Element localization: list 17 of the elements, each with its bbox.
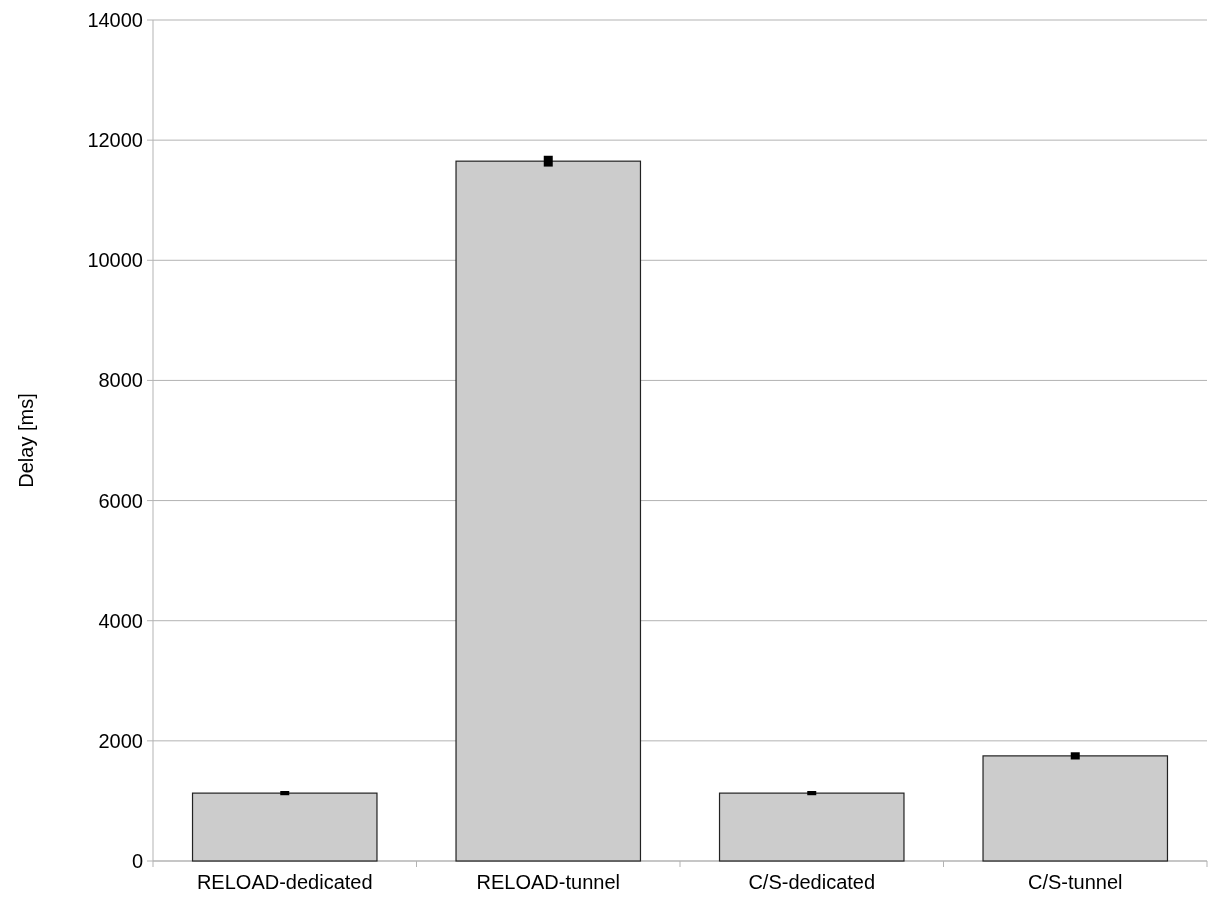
- y-axis-title: Delay [ms]: [15, 393, 37, 488]
- y-tick-label: 14000: [87, 9, 143, 31]
- bar: [455, 160, 642, 862]
- y-tick-label: 10000: [87, 249, 143, 272]
- bar: [718, 792, 905, 862]
- y-tick-label: 6000: [98, 489, 143, 512]
- y-tick-label: 2000: [98, 729, 143, 752]
- bar: [191, 792, 378, 862]
- y-tick-label: 8000: [98, 369, 143, 392]
- y-tick-label: 0: [131, 850, 143, 872]
- y-tick-label: 12000: [87, 129, 143, 152]
- x-tick-label: RELOAD-dedicated: [196, 871, 373, 893]
- x-tick-label: C/S-tunnel: [1028, 871, 1123, 893]
- x-tick-label: C/S-dedicated: [748, 871, 876, 893]
- x-tick-label: RELOAD-tunnel: [476, 871, 620, 893]
- y-tick-label: 4000: [98, 609, 143, 632]
- bar: [982, 755, 1169, 862]
